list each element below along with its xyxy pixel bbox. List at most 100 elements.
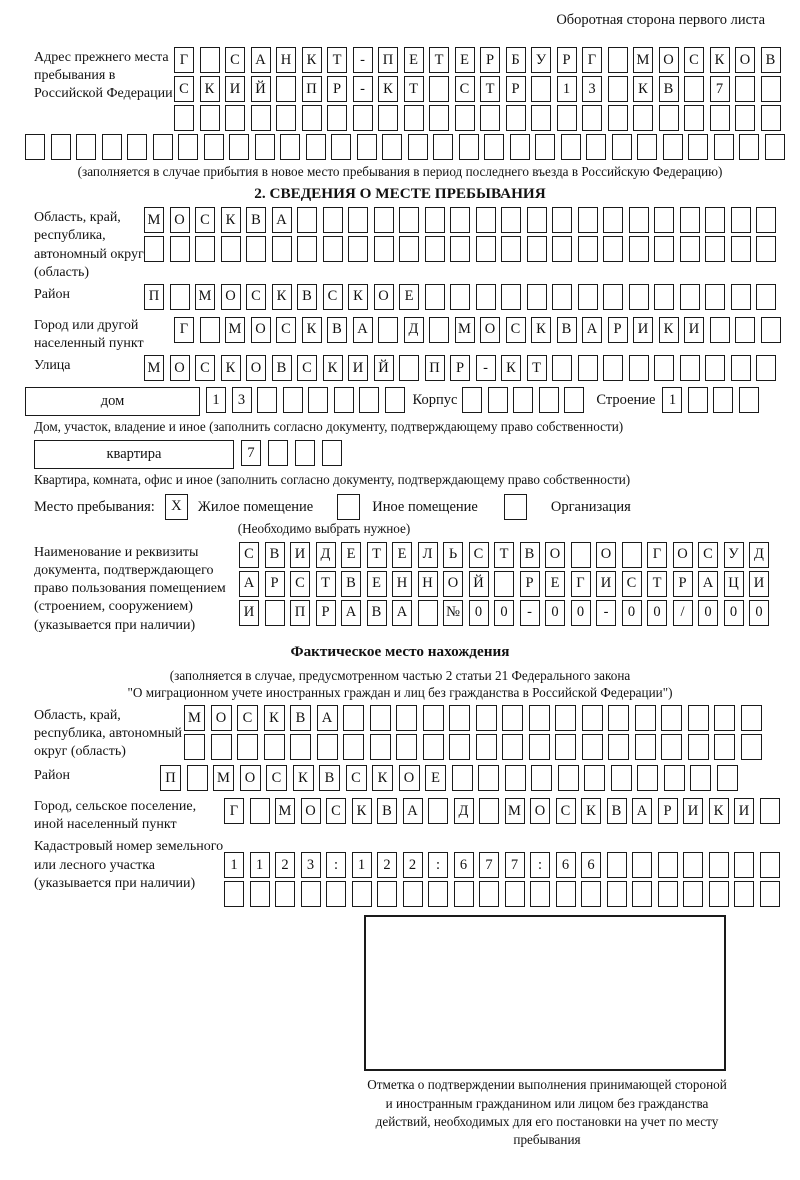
char-box-empty[interactable]	[502, 705, 523, 731]
char-box-filled[interactable]: Е	[341, 541, 361, 568]
char-box-empty[interactable]	[254, 134, 275, 160]
char-box-filled[interactable]: Д	[749, 541, 769, 568]
char-box-empty[interactable]	[257, 387, 277, 414]
char-box-filled[interactable]: А	[582, 316, 602, 343]
char-box-filled[interactable]: О	[210, 705, 232, 731]
char-box-empty[interactable]	[322, 236, 343, 263]
char-box-filled[interactable]: -	[519, 599, 540, 626]
char-box-empty[interactable]	[50, 134, 71, 160]
char-box-filled[interactable]: К	[348, 283, 368, 310]
char-box-filled[interactable]: П	[144, 283, 164, 310]
char-box-empty[interactable]	[501, 236, 521, 263]
char-box-empty[interactable]	[528, 734, 550, 760]
char-box-filled[interactable]: Г	[224, 798, 244, 824]
char-box-empty[interactable]	[449, 705, 470, 731]
char-box-filled[interactable]: Р	[556, 47, 577, 73]
char-box-filled[interactable]: А	[271, 207, 292, 234]
char-box-empty[interactable]	[632, 881, 652, 908]
char-box-empty[interactable]	[683, 852, 703, 879]
char-box-filled[interactable]: 0	[621, 599, 642, 626]
char-box-filled[interactable]: В	[658, 76, 679, 102]
char-box-filled[interactable]: Т	[366, 541, 387, 568]
char-box-empty[interactable]	[504, 765, 526, 791]
char-box-empty[interactable]	[480, 105, 500, 131]
char-box-filled[interactable]: Л	[417, 541, 438, 568]
char-box-empty[interactable]	[199, 316, 220, 343]
char-box-empty[interactable]	[127, 134, 147, 160]
char-box-empty[interactable]	[581, 705, 603, 731]
char-box-filled[interactable]: Е	[392, 541, 412, 568]
char-box-empty[interactable]	[300, 881, 321, 908]
char-box-empty[interactable]	[634, 734, 656, 760]
char-box-filled[interactable]: С	[698, 541, 718, 568]
char-box-empty[interactable]	[424, 207, 445, 234]
char-box-filled[interactable]: А	[352, 316, 373, 343]
char-box-empty[interactable]	[654, 207, 674, 234]
char-box-empty[interactable]	[577, 207, 598, 234]
char-box-empty[interactable]	[633, 105, 653, 131]
char-box-empty[interactable]	[628, 236, 649, 263]
char-box-empty[interactable]	[663, 765, 685, 791]
char-box-filled[interactable]: С	[290, 570, 310, 597]
char-box-empty[interactable]	[174, 105, 194, 131]
char-box-empty[interactable]	[564, 387, 585, 414]
char-box-filled[interactable]: И	[749, 570, 769, 597]
char-box-filled[interactable]: В	[519, 541, 540, 568]
char-box-empty[interactable]	[271, 236, 292, 263]
char-box-empty[interactable]	[535, 134, 555, 160]
char-box-filled[interactable]: 1	[662, 387, 683, 414]
char-box-empty[interactable]	[195, 236, 215, 263]
char-box-filled[interactable]: К	[581, 798, 601, 824]
char-box-filled[interactable]: К	[301, 47, 322, 73]
char-box-filled[interactable]: 7	[504, 852, 525, 879]
char-box-empty[interactable]	[326, 881, 346, 908]
char-box-filled[interactable]: И	[225, 76, 245, 102]
char-box-empty[interactable]	[526, 236, 547, 263]
char-box-empty[interactable]	[654, 283, 674, 310]
char-box-empty[interactable]	[603, 236, 623, 263]
char-box-filled[interactable]: 7	[709, 76, 730, 102]
char-box-filled[interactable]: М	[213, 765, 234, 791]
char-box-empty[interactable]	[280, 134, 300, 160]
char-box-filled[interactable]: М	[184, 705, 205, 731]
char-box-empty[interactable]	[429, 105, 449, 131]
char-box-empty[interactable]	[450, 236, 470, 263]
char-box-empty[interactable]	[688, 134, 708, 160]
char-box-filled[interactable]: М	[144, 355, 164, 382]
char-box-empty[interactable]	[531, 765, 552, 791]
char-box-filled[interactable]: :	[326, 852, 346, 879]
char-box-empty[interactable]	[606, 852, 627, 879]
char-box-filled[interactable]: К	[351, 798, 372, 824]
char-box-empty[interactable]	[295, 440, 315, 467]
char-box-empty[interactable]	[526, 283, 547, 310]
char-box-empty[interactable]	[331, 134, 351, 160]
char-box-empty[interactable]	[714, 705, 735, 731]
char-box-filled[interactable]: А	[392, 599, 412, 626]
char-box-empty[interactable]	[505, 105, 526, 131]
char-box-filled[interactable]: Р	[327, 76, 347, 102]
char-box-filled[interactable]: М	[195, 283, 215, 310]
char-box-empty[interactable]	[475, 734, 497, 760]
char-box-empty[interactable]	[25, 134, 45, 160]
char-box-empty[interactable]	[305, 134, 326, 160]
char-box-empty[interactable]	[713, 134, 734, 160]
char-box-empty[interactable]	[225, 105, 245, 131]
char-box-filled[interactable]: Е	[454, 47, 475, 73]
char-box-empty[interactable]	[608, 734, 629, 760]
char-box-empty[interactable]	[487, 387, 508, 414]
char-box-filled[interactable]: Е	[545, 570, 565, 597]
char-box-empty[interactable]	[735, 105, 755, 131]
char-box-empty[interactable]	[169, 236, 190, 263]
checkbox-organizatsiya[interactable]	[503, 493, 527, 520]
char-box-empty[interactable]	[557, 765, 579, 791]
char-box-filled[interactable]: О	[658, 47, 679, 73]
char-box-empty[interactable]	[709, 105, 730, 131]
char-box-empty[interactable]	[581, 734, 603, 760]
char-box-empty[interactable]	[684, 105, 704, 131]
char-box-filled[interactable]: К	[301, 316, 322, 343]
char-box-empty[interactable]	[577, 355, 598, 382]
char-box-filled[interactable]: С	[621, 570, 642, 597]
char-box-filled[interactable]: 0	[698, 599, 718, 626]
char-box-empty[interactable]	[577, 283, 598, 310]
char-box-empty[interactable]	[501, 283, 521, 310]
